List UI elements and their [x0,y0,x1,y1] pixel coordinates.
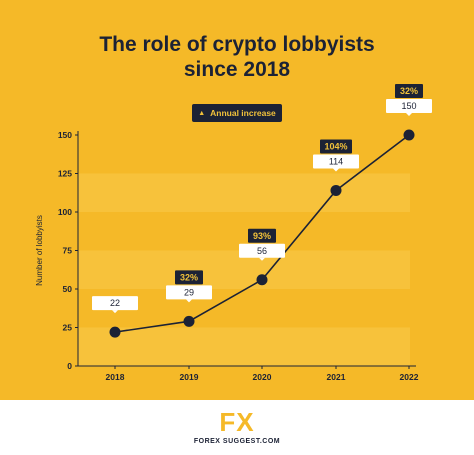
increase-badge [248,228,276,243]
data-label-box [92,296,138,311]
chart-title-line-1: The role of crypto lobbyists [99,33,375,56]
increase-label: 32% [180,272,198,282]
increase-badge [175,270,203,285]
y-tick-label: 100 [58,207,72,217]
x-tick-label: 2018 [106,372,125,382]
data-label-pointer [112,310,118,314]
x-tick-label: 2022 [400,372,419,382]
y-tick-label: 0 [67,361,72,371]
data-label: 56 [257,246,267,256]
data-label: 114 [329,156,343,166]
x-tick-label: 2021 [327,372,346,382]
data-label-box [166,285,212,300]
y-tick-label: 125 [58,169,72,179]
y-axis-label: Number of lobbyists [35,215,44,286]
plot-band [78,327,410,366]
data-label-pointer [259,257,265,261]
increase-badge [320,139,352,154]
plot-band [78,173,410,212]
y-tick-label: 75 [63,246,73,256]
x-tick-label: 2019 [180,372,199,382]
data-point [256,274,268,286]
data-label: 29 [184,287,194,297]
data-label-box [386,99,432,113]
data-point [109,326,121,338]
data-label-pointer [406,113,412,116]
chart-svg: 0 25 50 75 100 125 150 Number of lobbyists 2018 2… [35,84,432,382]
data-label-box [313,154,359,169]
increase-label: 104% [324,141,347,151]
data-point [330,184,342,196]
data-label-box [239,243,285,258]
chart-card: The role of crypto lobbyists since 2018 … [0,0,474,400]
chart-title: The role of crypto lobbyists since 2018 [0,32,474,82]
data-label-pointer [186,299,192,303]
chart-title-line-2: since 2018 [183,58,291,81]
y-tick-label: 50 [63,284,73,294]
increase-label: 93% [253,231,271,241]
increase-label: 32% [400,86,418,96]
footer [0,400,474,455]
data-label-pointer [333,168,339,172]
data-point [183,315,195,327]
fx-logo: FX [219,407,255,437]
y-tick-label: 25 [63,323,73,333]
brand-name: FOREX SUGGEST.COM [193,438,281,445]
legend-label: Annual increase [210,108,276,118]
data-label: 22 [110,298,120,308]
triangle-up-icon: ▲ [198,109,206,117]
data-label: 150 [401,101,416,111]
data-point [403,129,415,141]
x-tick-label: 2020 [253,372,272,382]
increase-badge [395,84,423,98]
legend-annual-increase: ▲ Annual increase [192,104,282,122]
y-tick-label: 150 [58,130,72,140]
